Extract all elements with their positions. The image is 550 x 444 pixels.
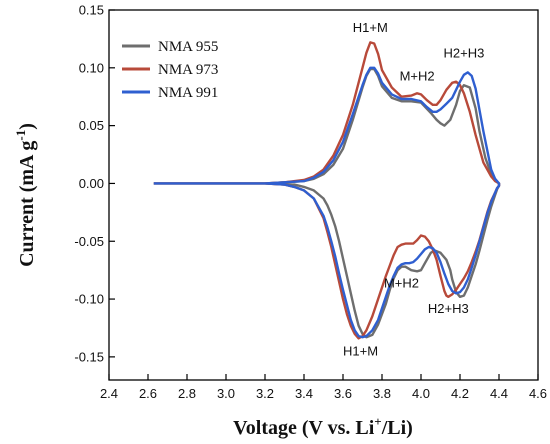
x-tick-label: 3.0 [217, 386, 235, 401]
x-tick-label: 4.0 [412, 386, 430, 401]
x-axis: 2.4 2.6 2.8 3.0 3.2 3.4 3.6 3.8 4.0 4.2 4.4 4.6 [100, 374, 547, 401]
y-axis: 0.15 0.10 0.05 0.00 -0.05 -0.10 -0.15 [74, 3, 115, 364]
legend: NMA 955 NMA 973 NMA 991 [122, 39, 218, 101]
x-tick-label: 2.4 [100, 386, 118, 401]
peak-annotation: H1+M [343, 344, 378, 359]
y-tick-label: 0.05 [79, 118, 104, 133]
peak-annotation: H1+M [353, 20, 388, 35]
y-tick-label: -0.15 [74, 349, 104, 364]
x-tick-label: 3.8 [373, 386, 391, 401]
peak-annotation: H2+H3 [443, 45, 484, 60]
x-axis-title: Voltage (V vs. Li+/Li) [233, 414, 413, 439]
x-tick-label: 4.6 [529, 386, 547, 401]
series-line-nma-991 [153, 66, 501, 339]
annotation-layer: H1+M M+H2 H2+H3 M+H2 H2+H3 H1+M [343, 20, 484, 359]
peak-annotation: M+H2 [384, 276, 419, 291]
legend-label-nma-973: NMA 973 [158, 62, 218, 78]
x-tick-label: 2.8 [178, 386, 196, 401]
y-axis-title: Current (mA g-1) [13, 123, 38, 267]
series-layer [153, 41, 501, 340]
y-tick-label: 0.00 [79, 176, 104, 191]
legend-label-nma-955: NMA 955 [158, 39, 218, 55]
peak-annotation: H2+H3 [428, 301, 469, 316]
peak-annotation: M+H2 [400, 69, 435, 84]
x-tick-label: 2.6 [139, 386, 157, 401]
plot-frame [108, 9, 539, 381]
x-tick-label: 3.6 [334, 386, 352, 401]
x-tick-label: 3.2 [256, 386, 274, 401]
y-tick-label: -0.05 [74, 234, 104, 249]
x-tick-label: 4.4 [490, 386, 508, 401]
y-tick-label: 0.15 [79, 3, 104, 18]
legend-label-nma-991: NMA 991 [158, 85, 218, 101]
y-tick-label: 0.10 [79, 60, 104, 75]
series-line-nma-973 [153, 41, 501, 340]
x-tick-label: 4.2 [451, 386, 469, 401]
x-tick-label: 3.4 [295, 386, 313, 401]
y-tick-label: -0.10 [74, 292, 104, 307]
